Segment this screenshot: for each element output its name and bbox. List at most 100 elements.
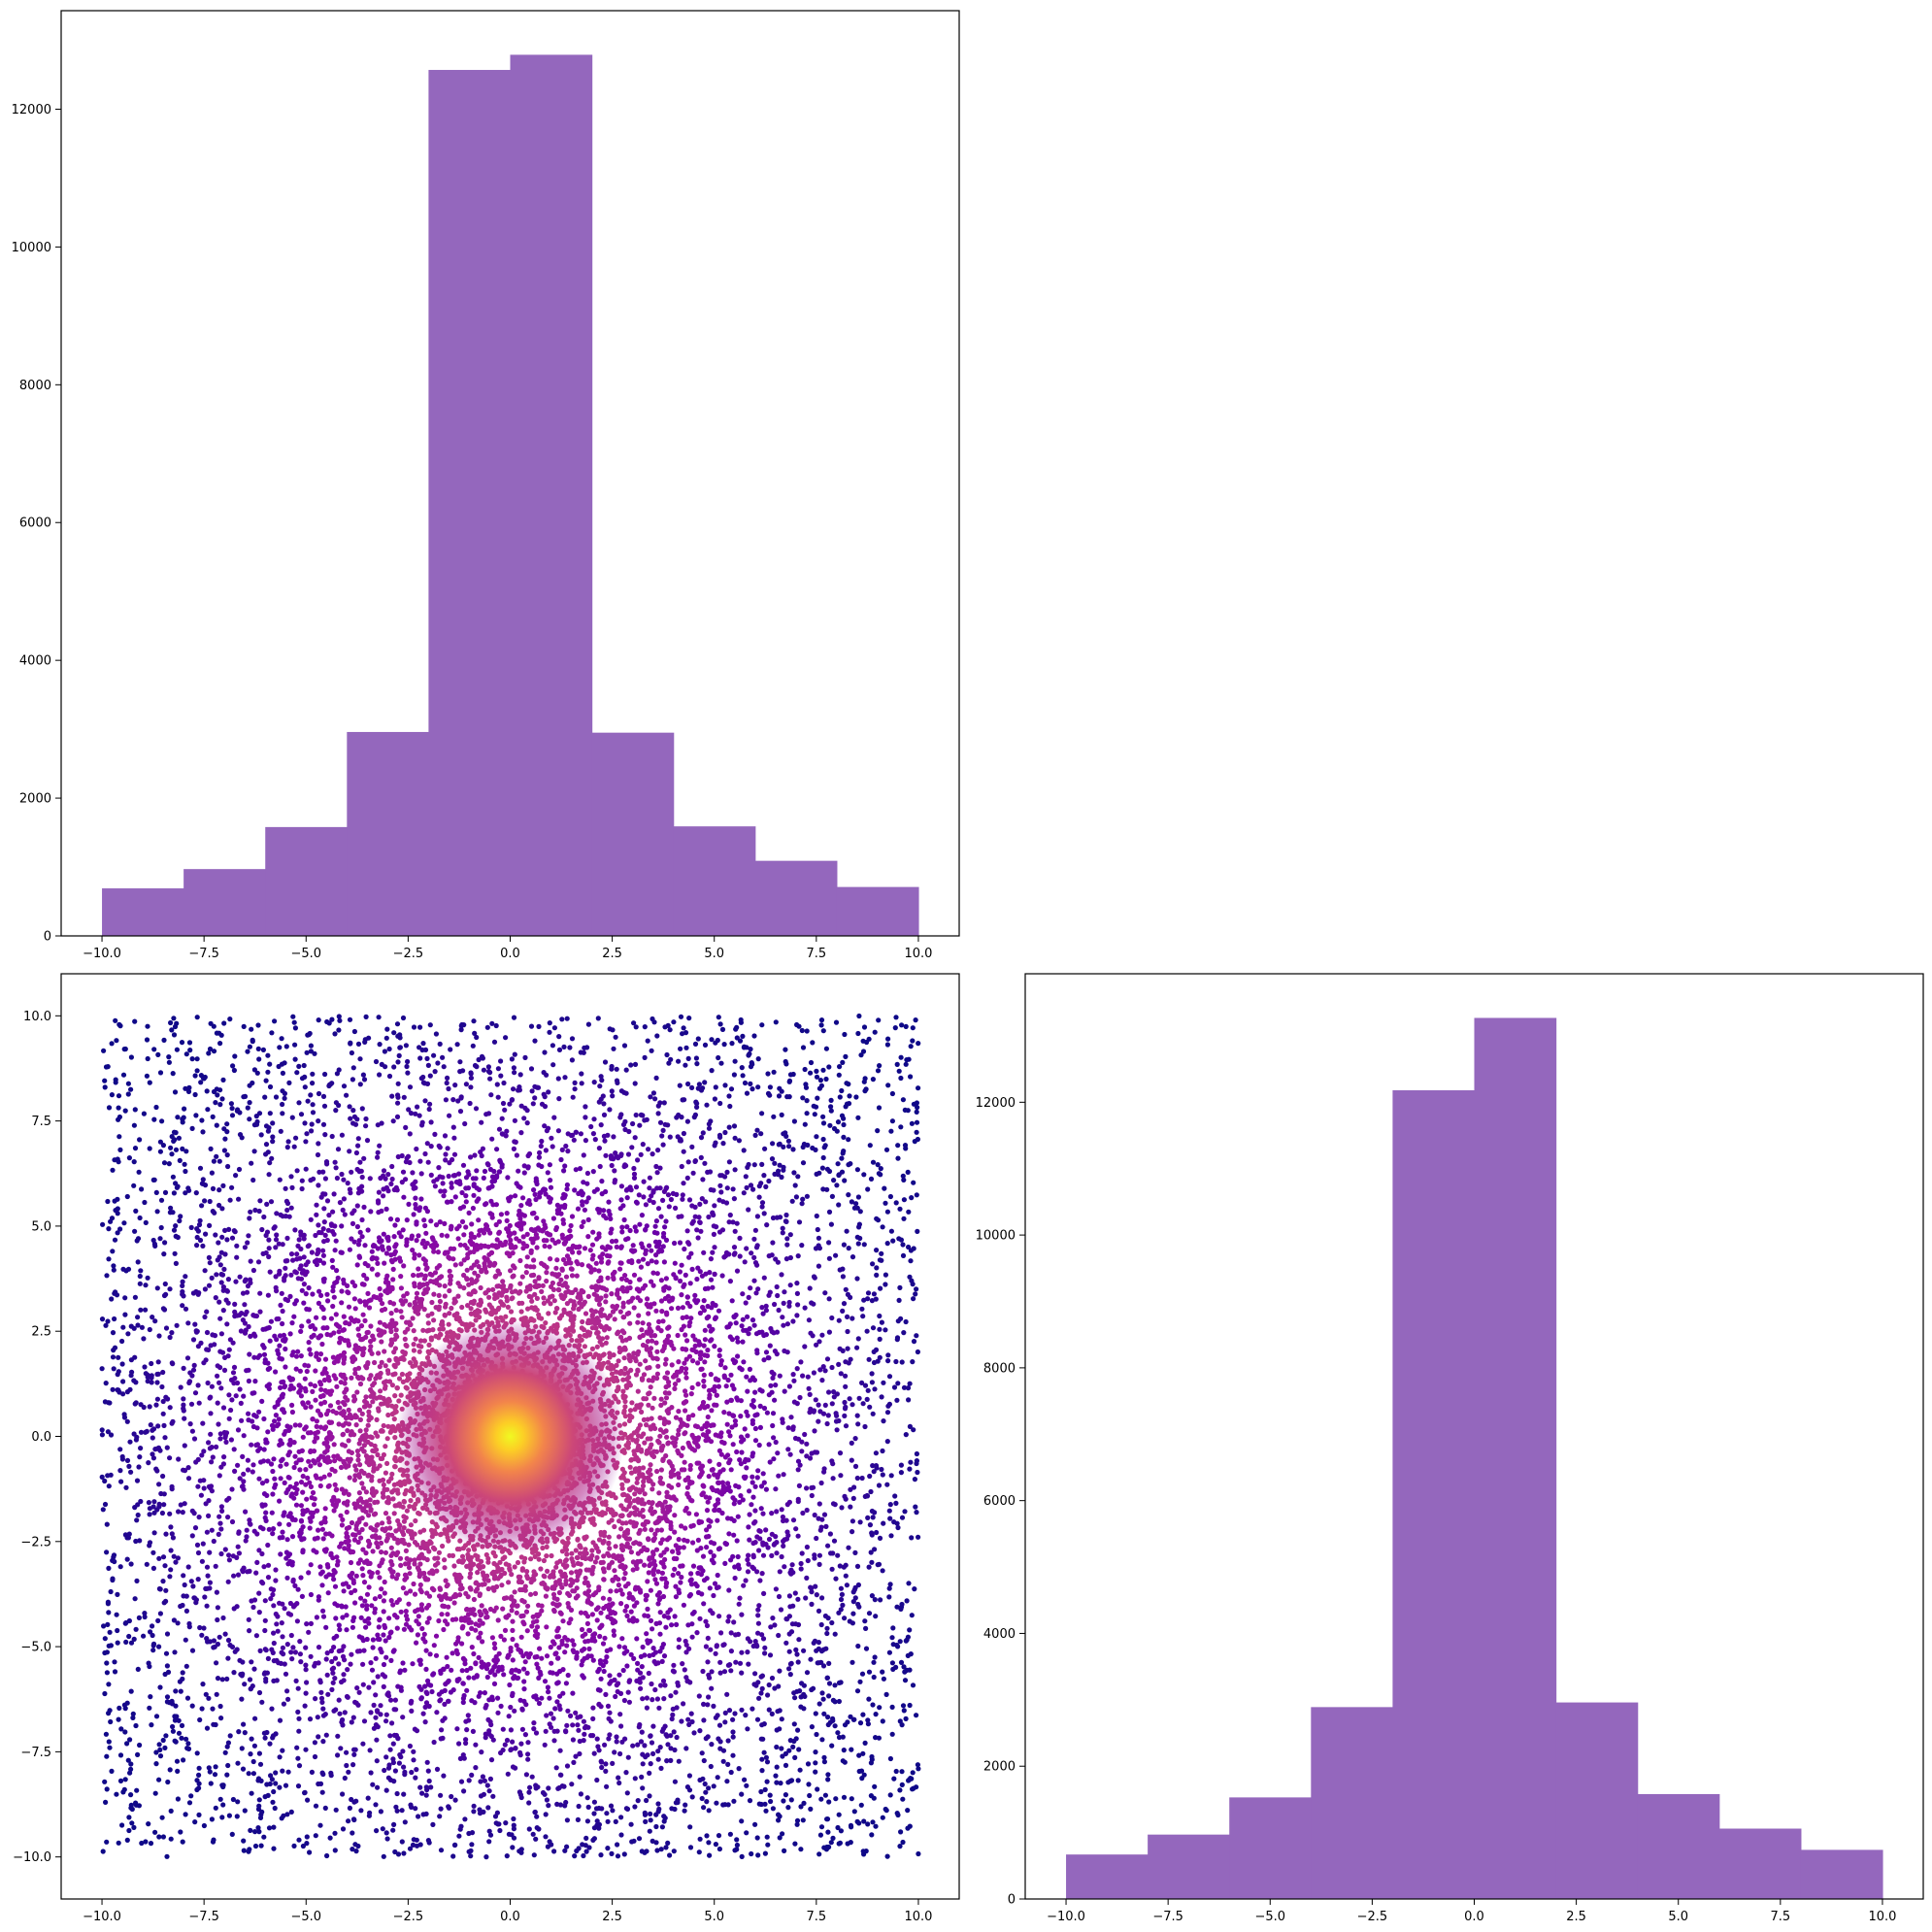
scatter-point	[206, 1695, 212, 1701]
scatter-point	[121, 1415, 128, 1420]
scatter-point	[714, 1800, 719, 1806]
scatter-point	[848, 1504, 853, 1510]
scatter-point	[502, 1742, 508, 1748]
scatter-point	[726, 1093, 732, 1099]
scatter-point	[124, 1741, 130, 1747]
scatter-point	[711, 1703, 716, 1709]
scatter-point	[629, 1145, 635, 1150]
scatter-point	[266, 1253, 272, 1260]
scatter-point	[768, 1382, 774, 1388]
scatter-point	[750, 1643, 756, 1649]
scatter-point	[192, 1073, 198, 1079]
scatter-point	[791, 1721, 797, 1727]
scatter-point	[440, 1175, 446, 1181]
scatter-point	[654, 1170, 660, 1176]
scatter-point	[298, 1276, 305, 1282]
scatter-point	[197, 1716, 203, 1723]
scatter-point	[644, 1797, 650, 1804]
scatter-point	[224, 1288, 230, 1294]
scatter-point	[808, 1806, 814, 1812]
scatter-point	[883, 1147, 890, 1152]
scatter-point	[769, 1552, 775, 1558]
scatter-point	[844, 1582, 850, 1588]
scatter-point	[357, 1159, 363, 1165]
scatter-point	[381, 1853, 386, 1859]
scatter-point	[886, 1374, 893, 1380]
scatter-point	[129, 1820, 135, 1826]
scatter-point	[142, 1611, 148, 1616]
scatter-point	[156, 1555, 162, 1561]
scatter-point	[911, 1296, 916, 1302]
scatter-point	[217, 1634, 222, 1640]
scatter-point	[708, 1647, 714, 1652]
scatter-point	[903, 1318, 909, 1325]
scatter-point	[771, 1456, 777, 1462]
scatter-point	[284, 1537, 290, 1543]
scatter-point	[360, 1072, 366, 1078]
scatter-point	[159, 1510, 165, 1516]
scatter-point	[238, 1328, 244, 1334]
scatter-point	[758, 1736, 764, 1742]
scatter-point	[495, 1066, 501, 1072]
scatter-point	[632, 1224, 638, 1230]
scatter-point	[679, 1115, 684, 1120]
scatter-point	[383, 1654, 389, 1660]
scatter-point	[748, 1378, 753, 1383]
scatter-point	[732, 1228, 738, 1234]
scatter-point	[422, 1150, 428, 1157]
scatter-point	[907, 1702, 913, 1709]
scatter-point	[242, 1330, 249, 1336]
scatter-point	[449, 1181, 454, 1186]
scatter-point	[265, 1429, 271, 1435]
scatter-point	[458, 1023, 464, 1029]
scatter-point	[800, 1196, 806, 1202]
scatter-point	[570, 1722, 576, 1728]
scatter-point	[265, 1052, 271, 1058]
scatter-point	[273, 1369, 279, 1375]
scatter-point	[147, 1146, 152, 1151]
scatter-point	[820, 1154, 826, 1161]
scatter-point	[798, 1359, 804, 1365]
scatter-point	[310, 1110, 316, 1116]
scatter-point	[163, 1650, 170, 1656]
scatter-point	[529, 1088, 535, 1094]
scatter-point	[880, 1568, 885, 1574]
scatter-point	[114, 1612, 119, 1617]
scatter-point	[685, 1716, 691, 1722]
scatter-point	[599, 1764, 605, 1771]
scatter-point	[406, 1107, 412, 1113]
scatter-point	[485, 1716, 491, 1722]
scatter-point	[162, 1240, 168, 1246]
scatter-point	[187, 1048, 193, 1053]
scatter-point	[304, 1131, 310, 1137]
scatter-point	[833, 1019, 840, 1025]
scatter-point	[788, 1567, 794, 1573]
scatter-point	[296, 1715, 302, 1721]
scatter-point	[871, 1469, 877, 1475]
scatter-point	[773, 1439, 779, 1446]
scatter-point	[458, 1823, 464, 1829]
scatter-point	[834, 1183, 840, 1188]
scatter-point	[755, 1680, 761, 1685]
top-left-x-tick-label: −7.5	[188, 947, 219, 961]
scatter-point	[764, 1834, 770, 1840]
scatter-point	[273, 1274, 279, 1280]
scatter-point	[194, 1068, 200, 1074]
scatter-point	[734, 1220, 740, 1226]
scatter-point	[147, 1326, 152, 1333]
scatter-point	[616, 1780, 622, 1786]
scatter-point	[412, 1726, 417, 1732]
scatter-point	[116, 1840, 121, 1846]
scatter-point	[390, 1741, 396, 1747]
scatter-point	[235, 1760, 241, 1766]
scatter-point	[718, 1060, 724, 1066]
scatter-point	[595, 1016, 601, 1021]
scatter-point	[757, 1387, 763, 1393]
scatter-point	[762, 1645, 768, 1650]
scatter-point	[563, 1143, 569, 1149]
scatter-point	[804, 1111, 810, 1116]
scatter-point	[758, 1131, 764, 1137]
scatter-point	[760, 1511, 766, 1516]
scatter-point	[583, 1849, 589, 1854]
scatter-point	[840, 1059, 846, 1065]
